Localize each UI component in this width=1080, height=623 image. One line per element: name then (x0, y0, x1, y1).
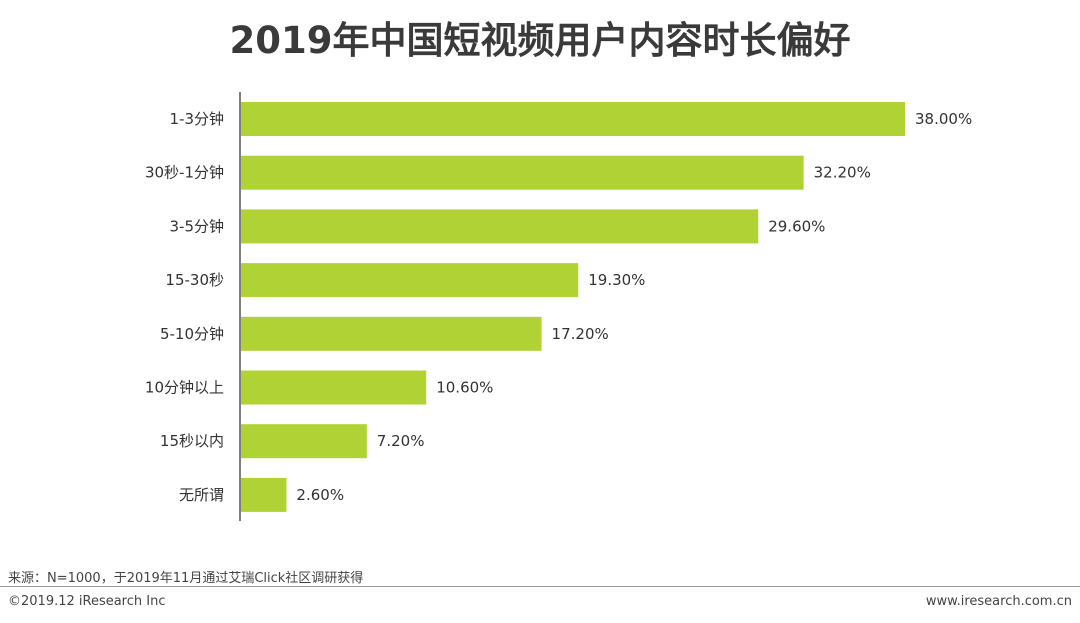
category-label: 无所谓 (179, 486, 224, 504)
bar (241, 102, 905, 136)
bar (241, 263, 579, 298)
category-label: 15-30秒 (165, 271, 224, 289)
bar (241, 155, 804, 190)
footer-divider (0, 586, 1080, 587)
value-label: 10.60% (436, 379, 493, 397)
bar (241, 370, 427, 405)
chart-title: 2019年中国短视频用户内容时长偏好 (229, 19, 851, 62)
bar-chart: 1-3分钟 38.00% 30秒-1分钟 32.20% 3-5分钟 29.60% 15-30… (145, 92, 972, 521)
bar (241, 209, 759, 244)
value-label: 29.60% (768, 217, 825, 235)
bar (241, 424, 367, 459)
category-label: 5-10分钟 (160, 325, 224, 343)
copyright-text: ©2019.12 iResearch Inc (8, 594, 166, 609)
website-link[interactable]: www.iresearch.com.cn (925, 594, 1072, 609)
value-label: 17.20% (552, 325, 609, 343)
value-label: 2.60% (296, 486, 344, 504)
value-label: 7.20% (377, 432, 425, 450)
value-label: 19.30% (588, 271, 645, 289)
value-label: 32.20% (814, 164, 871, 182)
category-label: 15秒以内 (160, 432, 224, 450)
category-label: 30秒-1分钟 (145, 164, 224, 182)
category-label: 10分钟以上 (145, 379, 224, 397)
bar (241, 316, 542, 351)
category-label: 3-5分钟 (170, 217, 225, 235)
value-label: 38.00% (915, 110, 972, 128)
category-label: 1-3分钟 (170, 110, 225, 128)
source-note: 来源：N=1000，于2019年11月通过艾瑞Click社区调研获得 (8, 571, 364, 586)
bar (241, 477, 287, 512)
